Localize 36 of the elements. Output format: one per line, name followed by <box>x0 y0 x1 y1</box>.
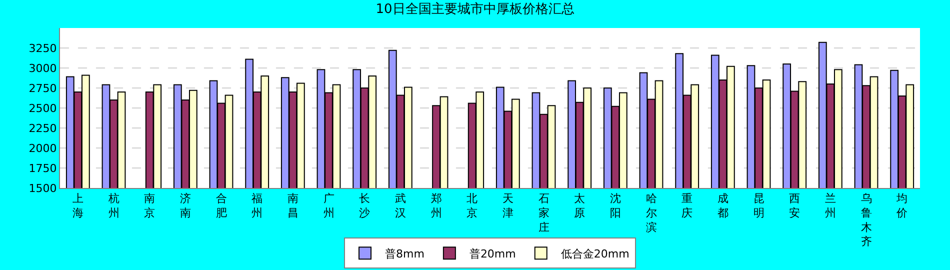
x-tick-label: 天津 <box>502 192 514 220</box>
y-tick-label: 2000 <box>28 142 57 155</box>
x-tick-label: 哈尔滨 <box>646 192 657 234</box>
y-tick-label: 1750 <box>28 162 57 175</box>
x-tick-label: 合肥 <box>216 192 227 220</box>
x-tick-label: 重庆 <box>682 192 693 220</box>
x-tick-label: 上海 <box>72 192 84 220</box>
x-tick-label: 沈阳 <box>610 192 621 220</box>
x-tick-label: 均价 <box>896 192 908 220</box>
x-tick-label: 太原 <box>574 192 586 220</box>
x-tick-label: 乌鲁木齐 <box>860 192 872 248</box>
x-tick-label: 武汉 <box>394 192 406 220</box>
y-tick-label: 2250 <box>28 122 57 135</box>
x-tick-label: 南昌 <box>287 192 298 220</box>
legend-label: 普20mm <box>469 247 516 260</box>
x-tick-label: 长沙 <box>359 192 370 220</box>
x-tick-label: 郑州 <box>430 192 442 220</box>
x-tick-label: 石家庄 <box>538 192 550 234</box>
y-tick-label: 3250 <box>28 42 57 55</box>
x-tick-label: 福州 <box>252 192 263 220</box>
x-tick-label: 兰州 <box>824 192 836 220</box>
y-tick-label: 3000 <box>28 62 57 75</box>
x-tick-label: 昆明 <box>753 192 764 220</box>
x-tick-label: 西安 <box>789 192 800 220</box>
x-tick-label: 广州 <box>323 192 334 220</box>
x-tick-label: 南京 <box>144 192 156 220</box>
x-tick-label: 济南 <box>180 192 191 220</box>
legend-label: 普8mm <box>385 247 424 260</box>
y-tick-label: 2500 <box>28 102 57 115</box>
x-tick-label: 杭州 <box>107 192 120 220</box>
chart-title: 10日全国主要城市中厚板价格汇总 <box>376 1 574 18</box>
x-tick-label: 成都 <box>717 192 728 220</box>
y-tick-label: 1500 <box>28 182 57 195</box>
y-tick-label: 2750 <box>28 82 57 95</box>
x-tick-label: 北京 <box>466 192 478 220</box>
legend-label: 低合金20mm <box>560 247 630 260</box>
